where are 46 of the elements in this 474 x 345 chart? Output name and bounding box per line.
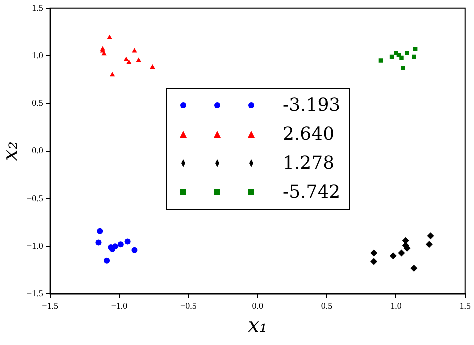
legend-label: 1.278 bbox=[283, 153, 335, 174]
x-axis-title: x₁ bbox=[248, 313, 268, 338]
point bbox=[370, 250, 378, 257]
point bbox=[370, 258, 378, 266]
point bbox=[426, 241, 433, 248]
y-tick-label: −1.0 bbox=[27, 240, 44, 251]
point bbox=[413, 47, 418, 52]
y-axis-title: x₂ bbox=[0, 142, 22, 161]
point bbox=[410, 264, 418, 272]
y-tick-label: −1.5 bbox=[27, 288, 44, 299]
y-tick-label: 0.0 bbox=[32, 146, 44, 156]
point bbox=[427, 232, 434, 240]
point bbox=[104, 258, 110, 264]
x-tick-label: 1.0 bbox=[390, 300, 402, 311]
x-tick-label: −1.5 bbox=[42, 300, 59, 311]
point bbox=[124, 238, 131, 245]
point bbox=[150, 64, 156, 69]
y-tick-label: 1.5 bbox=[32, 2, 44, 13]
point bbox=[124, 56, 130, 62]
legend-label: 2.640 bbox=[283, 124, 335, 145]
point bbox=[378, 58, 384, 63]
point bbox=[390, 252, 397, 260]
point bbox=[132, 247, 138, 254]
y-tick-label: −0.5 bbox=[27, 193, 44, 204]
point bbox=[112, 244, 118, 250]
x-tick-label: 0.5 bbox=[321, 300, 334, 311]
point bbox=[400, 56, 404, 60]
point bbox=[118, 242, 124, 248]
point bbox=[405, 51, 410, 56]
point bbox=[96, 240, 102, 246]
y-tick-label: 1.0 bbox=[32, 50, 44, 60]
point bbox=[412, 54, 416, 60]
point bbox=[132, 48, 138, 53]
x-tick-label: 1.5 bbox=[460, 300, 472, 311]
point bbox=[102, 51, 107, 56]
legend-label: -5.742 bbox=[283, 182, 341, 203]
point bbox=[107, 34, 112, 40]
x-tick-label: 0.0 bbox=[252, 300, 264, 311]
x-tick-label: −0.5 bbox=[180, 300, 198, 311]
point bbox=[110, 72, 116, 77]
point bbox=[97, 228, 104, 234]
point bbox=[398, 250, 406, 257]
x-tick-label: −1.0 bbox=[111, 300, 128, 311]
y-tick-label: 0.5 bbox=[32, 98, 44, 108]
legend-label: -3.193 bbox=[283, 95, 341, 116]
point bbox=[136, 58, 142, 62]
